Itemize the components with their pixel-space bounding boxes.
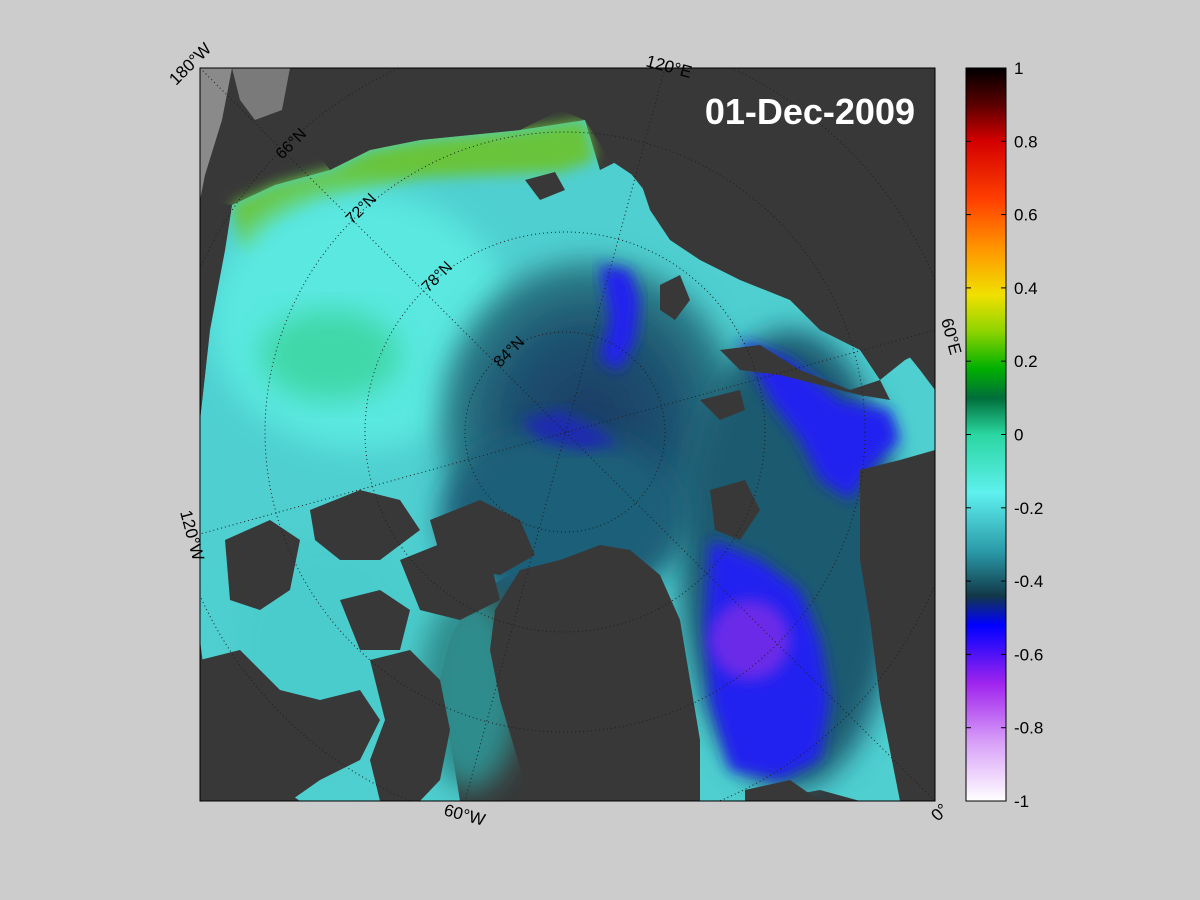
- colorbar-tick-label: -0.2: [1014, 499, 1043, 518]
- polar-graticule: [200, 68, 935, 801]
- thin-ice-patch-central: [520, 410, 620, 450]
- map-border: [199, 67, 936, 802]
- lon-label-60E: 60°E: [937, 316, 965, 357]
- graticule-78N: [364, 231, 766, 633]
- franz-josef-land: [700, 390, 745, 420]
- colorbar-tick-label: -0.8: [1014, 719, 1043, 738]
- colorbar-tick-label: 0.4: [1014, 279, 1038, 298]
- graticule-84N: [464, 331, 666, 533]
- lon-label-60W: 60°W: [442, 801, 487, 830]
- colorbar-tick-label: -1: [1014, 792, 1029, 811]
- outside-map-area-bay: [232, 68, 290, 120]
- canada-mainland: [200, 650, 380, 801]
- date-label: 01-Dec-2009: [705, 91, 915, 132]
- colorbar-tick-label: 1: [1014, 59, 1023, 78]
- colorbar-tick-label: -0.6: [1014, 645, 1043, 664]
- canadian-archipelago-2: [310, 490, 420, 560]
- scandinavia-land: [860, 450, 935, 801]
- graticule-72N: [264, 131, 866, 733]
- novaya-zemlya: [720, 345, 890, 400]
- map-panel: 66°N 72°N 78°N 84°N 180°W 120°E 60°E 0° …: [165, 39, 965, 830]
- greenland: [490, 545, 700, 801]
- thin-ice-patch-kara: [740, 340, 900, 500]
- land-masses: [200, 68, 935, 801]
- wrangel-island: [525, 172, 565, 200]
- outside-map-area: [200, 68, 232, 200]
- baffin-island: [370, 650, 450, 801]
- colorbar-tick-label: 0.2: [1014, 352, 1038, 371]
- colorbar-tick-label: 0.8: [1014, 132, 1038, 151]
- colorbar-gradient: [965, 67, 1007, 802]
- iceland-coast: [745, 780, 820, 801]
- alaska-land: [200, 200, 232, 420]
- svalbard: [710, 480, 760, 540]
- greenish-patch: [260, 310, 400, 400]
- canadian-archipelago-4: [340, 590, 410, 650]
- colorbar: 1 0.8 0.6 0.4 0.2 0 -0.2 -0.4 -0.6 -0.8 -1: [965, 59, 1043, 811]
- colorbar-tick-label: 0.6: [1014, 206, 1038, 225]
- thin-ice-core: [710, 600, 790, 680]
- lon-label-0: 0°: [927, 800, 952, 825]
- thin-ice-patch-north: [600, 265, 640, 370]
- canadian-archipelago-1: [225, 520, 300, 610]
- siberia-land: [290, 68, 935, 380]
- colorbar-tick-label: 0: [1014, 426, 1023, 445]
- colorbar-ticks: 1 0.8 0.6 0.4 0.2 0 -0.2 -0.4 -0.6 -0.8 -1: [966, 59, 1043, 811]
- colorbar-tick-label: -0.4: [1014, 572, 1043, 591]
- ellesmere-island: [430, 500, 535, 575]
- severnaya-zemlya: [660, 275, 690, 320]
- shelf-green: [232, 120, 595, 260]
